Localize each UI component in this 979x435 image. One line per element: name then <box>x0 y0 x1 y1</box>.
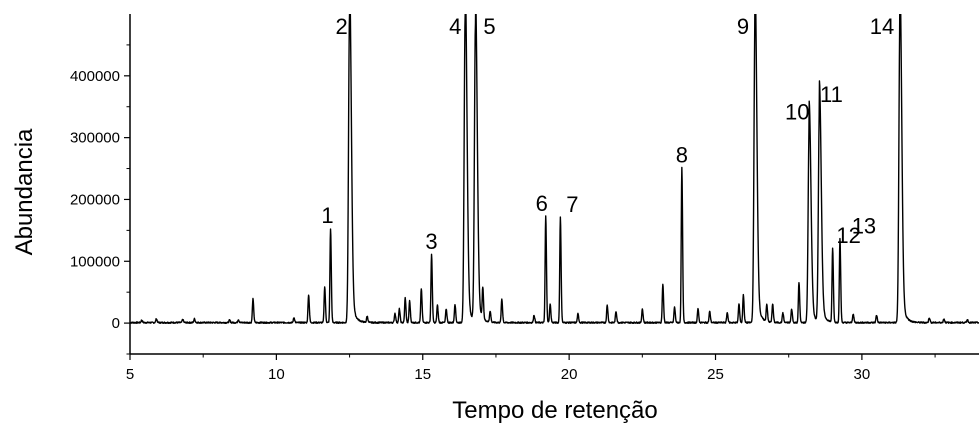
y-tick-label: 100000 <box>70 253 120 270</box>
peak-label-12: 12 <box>836 223 860 248</box>
x-tick-label: 10 <box>268 366 285 383</box>
peak-label-14: 14 <box>870 14 894 39</box>
x-tick-label: 30 <box>854 366 871 383</box>
peak-label-13: 13 <box>852 214 876 239</box>
chromatogram-trace <box>130 14 979 324</box>
peak-label-2: 2 <box>335 14 347 39</box>
peak-label-10: 10 <box>785 99 809 124</box>
peak-label-5: 5 <box>483 14 495 39</box>
y-tick-label: 200000 <box>70 191 120 208</box>
peak-label-9: 9 <box>737 14 749 39</box>
y-tick-label: 300000 <box>70 130 120 147</box>
peak-label-7: 7 <box>566 192 578 217</box>
x-tick-label: 25 <box>707 366 724 383</box>
peak-label-4: 4 <box>449 14 461 39</box>
peak-label-8: 8 <box>676 143 688 168</box>
y-tick-label: 400000 <box>70 68 120 85</box>
y-tick-label: 0 <box>112 315 120 332</box>
peak-label-6: 6 <box>536 191 548 216</box>
peak-label-1: 1 <box>321 203 333 228</box>
x-tick-label: 15 <box>414 366 431 383</box>
plot-area <box>130 14 979 324</box>
peak-label-11: 11 <box>820 82 843 107</box>
x-axis-title: Tempo de retenção <box>452 397 657 424</box>
y-axis-title: Abundancia <box>11 128 38 255</box>
x-tick-label: 20 <box>561 366 578 383</box>
x-tick-label: 5 <box>126 366 134 383</box>
peak-label-3: 3 <box>425 229 437 254</box>
